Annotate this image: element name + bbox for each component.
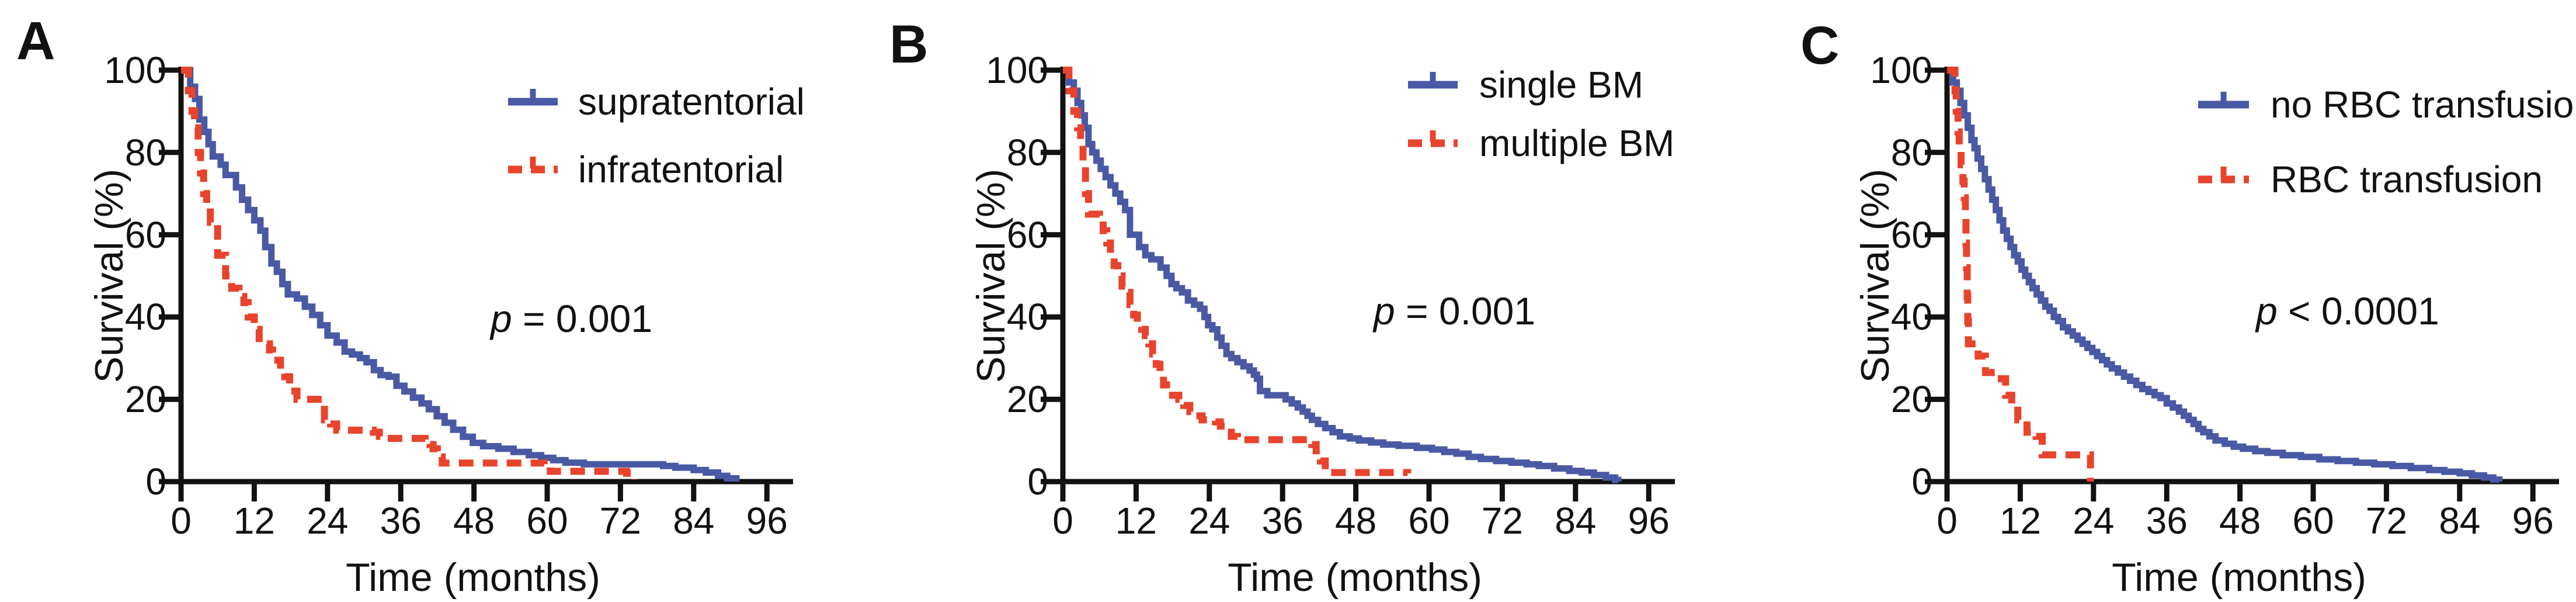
- x-tick-label: 36: [1261, 500, 1303, 542]
- y-tick-label: 0: [1911, 461, 1932, 503]
- legend-label-no-rbc-transfusion: no RBC transfusion: [2271, 84, 2576, 126]
- x-axis-title: Time (months): [1228, 555, 1482, 600]
- y-tick-label: 40: [124, 296, 166, 338]
- y-tick-label: 100: [986, 49, 1048, 91]
- y-tick-label: 0: [145, 461, 166, 503]
- x-tick-label: 84: [1555, 500, 1597, 542]
- legend-label-rbc-transfusion: RBC transfusion: [2271, 158, 2543, 200]
- p-text: = 0.001: [1395, 289, 1536, 333]
- y-tick-label: 40: [1890, 296, 1932, 338]
- y-axis-title: Survival (%): [87, 168, 131, 383]
- p-value-annotation: p = 0.001: [1374, 288, 1535, 334]
- legend-label-infratentorial: infratentorial: [578, 148, 784, 191]
- y-axis-title: Survival (%): [969, 168, 1013, 383]
- y-tick-label: 100: [1870, 49, 1932, 91]
- x-tick-label: 12: [233, 500, 275, 542]
- y-tick-label: 80: [1890, 131, 1932, 174]
- x-tick-label: 0: [171, 500, 192, 542]
- supratentorial-curve: [181, 67, 740, 482]
- x-tick-label: 84: [2439, 500, 2481, 542]
- no-rbc-transfusion-curve: [1947, 67, 2503, 483]
- y-tick-label: 20: [1890, 378, 1932, 421]
- x-tick-label: 60: [2292, 500, 2334, 542]
- p-text: < 0.0001: [2277, 289, 2439, 333]
- x-tick-label: 72: [2365, 500, 2407, 542]
- x-tick-label: 96: [2512, 500, 2554, 542]
- infratentorial-curve: [181, 67, 638, 480]
- x-tick-label: 24: [307, 500, 349, 542]
- survival-plot-c: [1925, 67, 2559, 501]
- legend-label-multiple-bm: multiple BM: [1479, 122, 1675, 164]
- x-tick-label: 0: [1937, 500, 1958, 542]
- multiple-bm-curve: [1063, 67, 1412, 476]
- x-tick-label: 48: [1335, 500, 1377, 542]
- panel-c: C Survival (%) Time (months) 100 80 60 40 20…: [1717, 0, 2576, 602]
- legend-label-single-bm: single BM: [1479, 64, 1643, 106]
- panel-a: A Survival (%) Time (months) 100 80 60 40 20…: [0, 0, 858, 602]
- x-tick-label: 72: [1481, 500, 1523, 542]
- y-tick-label: 60: [1890, 213, 1932, 256]
- survival-plot-b: [1041, 67, 1675, 501]
- x-tick-label: 96: [1628, 500, 1670, 542]
- y-axis-title: Survival (%): [1853, 168, 1897, 383]
- x-tick-label: 36: [380, 500, 422, 542]
- p-value-annotation: p = 0.001: [491, 295, 652, 342]
- p-symbol: p: [2256, 289, 2278, 333]
- x-tick-label: 48: [2219, 500, 2261, 542]
- x-tick-label: 72: [599, 500, 641, 542]
- y-tick-label: 0: [1027, 461, 1048, 503]
- y-tick-label: 100: [104, 49, 166, 91]
- panel-label-c: C: [1800, 16, 1840, 75]
- y-tick-label: 20: [124, 378, 166, 421]
- p-symbol: p: [1374, 289, 1395, 333]
- x-tick-label: 12: [1999, 500, 2041, 542]
- x-tick-label: 12: [1115, 500, 1157, 542]
- survival-plot-a: [159, 67, 793, 501]
- panel-b: B Survival (%) Time (months) 100 80 60 40 20…: [858, 0, 1717, 602]
- x-tick-label: 36: [2146, 500, 2188, 542]
- x-tick-label: 84: [673, 500, 715, 542]
- x-tick-label: 0: [1052, 500, 1073, 542]
- y-tick-label: 20: [1006, 378, 1048, 421]
- x-tick-label: 60: [526, 500, 568, 542]
- x-tick-label: 60: [1408, 500, 1450, 542]
- x-tick-label: 48: [453, 500, 495, 542]
- p-value-annotation: p < 0.0001: [2256, 288, 2439, 334]
- panel-label-a: A: [16, 11, 55, 71]
- x-axis-title: Time (months): [346, 555, 600, 600]
- p-text: = 0.001: [512, 297, 653, 340]
- p-symbol: p: [491, 297, 512, 340]
- rbc-transfusion-curve: [1947, 67, 2094, 482]
- single-bm-curve: [1063, 67, 1622, 483]
- y-tick-label: 80: [1006, 131, 1048, 174]
- x-tick-label: 96: [746, 500, 788, 542]
- y-tick-label: 60: [1006, 213, 1048, 256]
- y-tick-label: 80: [124, 131, 166, 174]
- legend-label-supratentorial: supratentorial: [578, 81, 805, 123]
- y-tick-label: 40: [1006, 296, 1048, 338]
- y-tick-label: 60: [124, 213, 166, 256]
- x-tick-label: 24: [2073, 500, 2115, 542]
- x-tick-label: 24: [1188, 500, 1230, 542]
- x-axis-title: Time (months): [2112, 555, 2366, 600]
- panel-label-b: B: [889, 15, 929, 74]
